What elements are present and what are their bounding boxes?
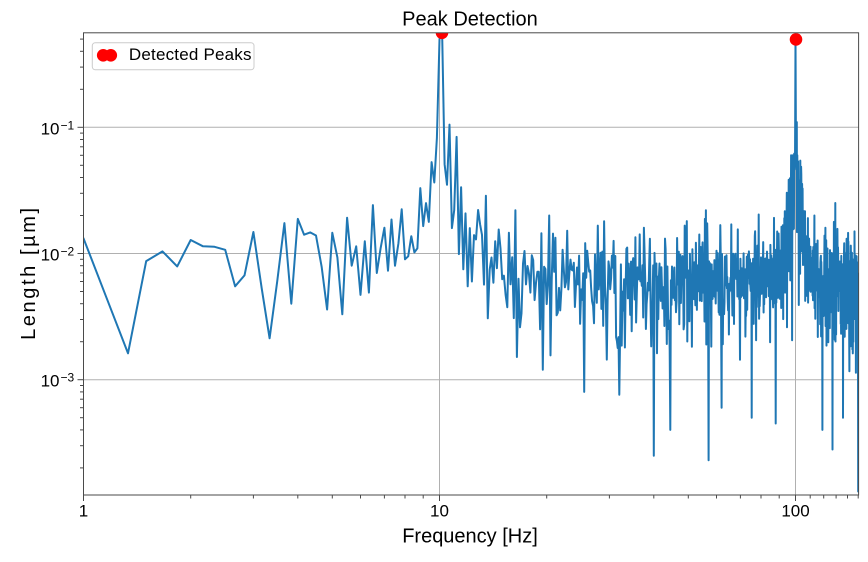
svg-text:1: 1 [79, 501, 88, 520]
svg-text:Peak Detection: Peak Detection [402, 9, 538, 31]
svg-text:Detected Peaks: Detected Peaks [129, 45, 252, 64]
svg-text:−2: −2 [61, 245, 75, 259]
svg-text:10: 10 [41, 372, 60, 391]
svg-text:Length [µm]: Length [µm] [18, 205, 40, 340]
svg-text:−3: −3 [61, 371, 75, 385]
svg-text:−1: −1 [61, 118, 75, 132]
svg-text:100: 100 [781, 501, 809, 520]
svg-text:10: 10 [41, 119, 60, 138]
svg-text:Frequency [Hz]: Frequency [Hz] [402, 526, 538, 548]
svg-text:10: 10 [41, 246, 60, 265]
svg-text:10: 10 [430, 501, 449, 520]
